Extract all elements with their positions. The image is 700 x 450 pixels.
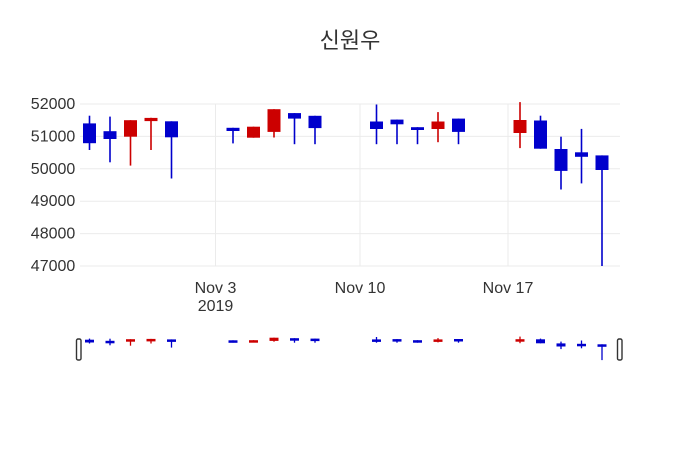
svg-text:Nov 3: Nov 3 — [195, 280, 237, 297]
svg-text:2019: 2019 — [198, 298, 234, 315]
svg-text:51000: 51000 — [31, 128, 76, 145]
svg-text:신원우: 신원우 — [320, 28, 381, 53]
svg-text:Nov 10: Nov 10 — [335, 280, 386, 297]
svg-text:48000: 48000 — [31, 226, 76, 243]
svg-text:Nov 17: Nov 17 — [483, 280, 534, 297]
svg-text:50000: 50000 — [31, 161, 76, 178]
svg-text:49000: 49000 — [31, 193, 76, 210]
svg-text:47000: 47000 — [31, 258, 76, 275]
svg-text:52000: 52000 — [31, 96, 76, 113]
